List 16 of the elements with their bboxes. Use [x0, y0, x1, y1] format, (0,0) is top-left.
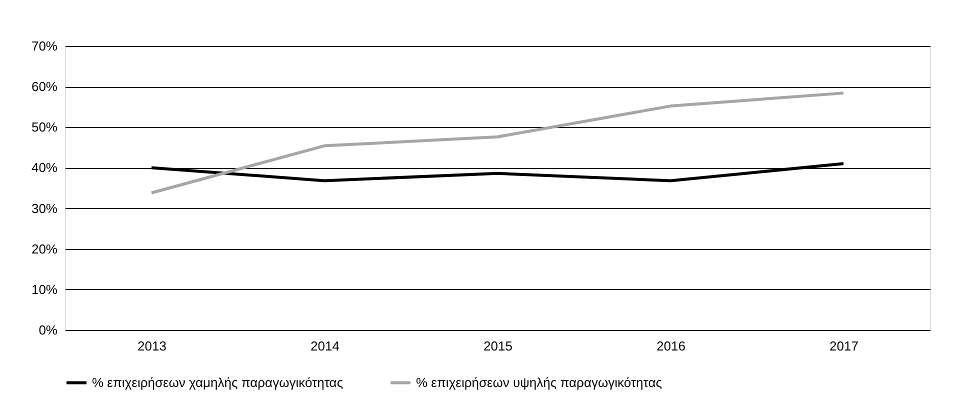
y-tick-label: 60% — [31, 79, 58, 94]
y-tick-label: 50% — [31, 120, 58, 135]
y-tick-label: 40% — [31, 160, 58, 176]
legend-label: % επιχειρήσεων υψηλής παραγωγικότητας — [416, 374, 662, 390]
y-tick-label: 20% — [31, 241, 58, 256]
y-tick-label: 10% — [31, 282, 58, 297]
x-tick-label: 2016 — [656, 338, 686, 354]
x-tick-label: 2014 — [310, 338, 340, 354]
line-series — [150, 92, 845, 194]
x-tick-label: 2015 — [484, 338, 512, 354]
x-tick-label: 2013 — [138, 338, 166, 354]
y-tick-label: 0% — [38, 322, 58, 338]
legend-label: % επιχειρήσεων χαμηλής παραγωγικότητας — [92, 374, 344, 390]
x-tick-label: 2017 — [830, 338, 858, 354]
y-tick-label: 70% — [31, 38, 58, 54]
y-tick-label: 30% — [31, 200, 58, 216]
